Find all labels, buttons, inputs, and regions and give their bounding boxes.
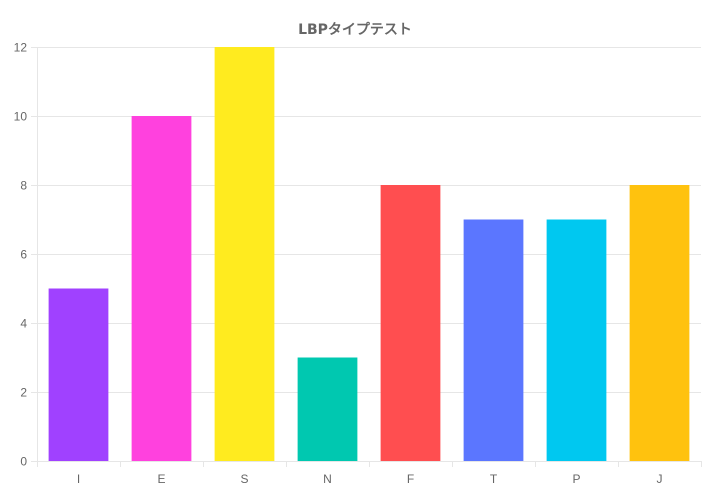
x-tick-label: N xyxy=(323,472,332,486)
bar-j[interactable] xyxy=(629,185,690,461)
bar-f[interactable] xyxy=(380,185,441,461)
bars xyxy=(48,47,690,462)
chart-title: LBPタイプテスト xyxy=(298,22,412,38)
y-tick-label: 0 xyxy=(20,455,27,469)
x-tick-label: F xyxy=(407,472,414,486)
y-tick-label: 10 xyxy=(14,110,28,124)
bar-s[interactable] xyxy=(214,47,275,461)
x-tick-label: P xyxy=(572,472,580,486)
axes xyxy=(31,47,701,462)
bar-p[interactable] xyxy=(546,219,607,462)
bar-e[interactable] xyxy=(131,116,192,461)
bar-t[interactable] xyxy=(463,219,524,462)
x-tick-label: S xyxy=(240,472,248,486)
y-tick-labels: 0 2 4 6 8 10 12 xyxy=(14,41,28,469)
bar-n[interactable] xyxy=(297,357,358,462)
y-tick-label: 2 xyxy=(20,386,27,400)
y-tick-label: 8 xyxy=(20,179,27,193)
y-tick-label: 12 xyxy=(14,41,28,55)
x-tick-label: E xyxy=(157,472,165,486)
y-tick-label: 4 xyxy=(20,317,27,331)
y-tick-label: 6 xyxy=(20,248,27,262)
x-tick-label: I xyxy=(77,472,80,486)
bar-i[interactable] xyxy=(48,288,109,462)
x-tick-label: T xyxy=(490,472,498,486)
x-tick-label: J xyxy=(657,472,663,486)
